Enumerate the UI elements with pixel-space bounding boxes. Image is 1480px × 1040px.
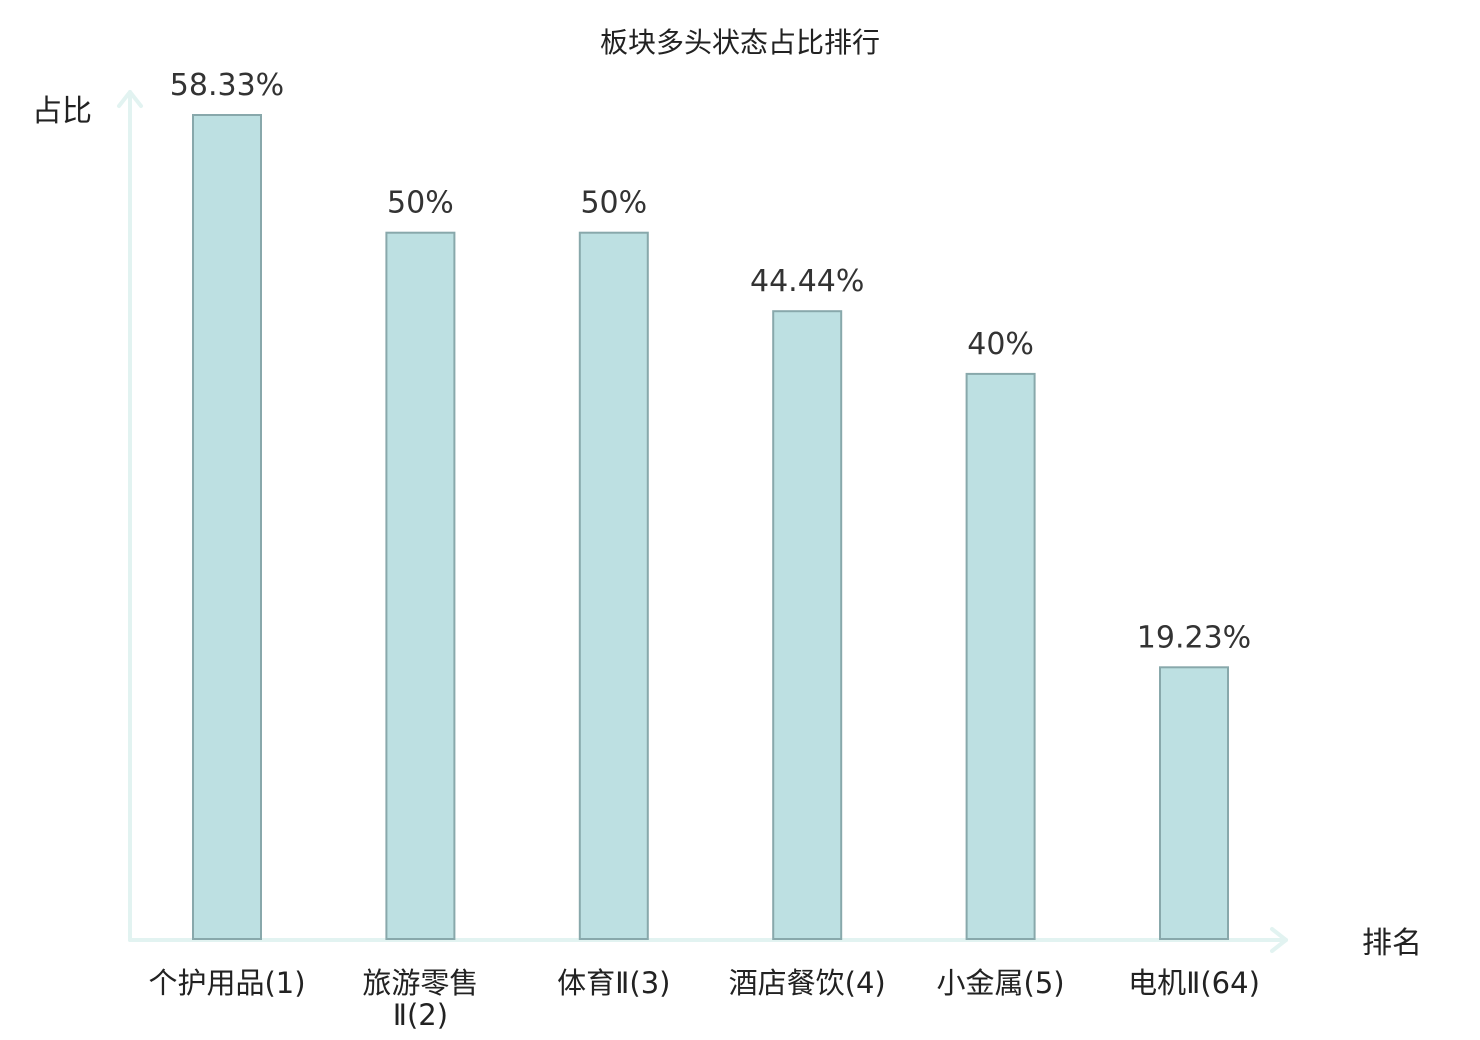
x-axis-arrow-icon	[1270, 927, 1288, 953]
x-tick-label-line: 体育Ⅱ(3)	[557, 966, 670, 1000]
y-axis-arrow-icon	[117, 90, 143, 108]
x-tick-label-line: Ⅱ(2)	[393, 998, 448, 1032]
bar-value-label: 40%	[967, 327, 1034, 362]
x-axis-label: 排名	[1362, 926, 1422, 961]
x-tick-label: 旅游零售 Ⅱ(2)	[362, 966, 478, 1032]
bar	[578, 231, 649, 940]
category-labels: 个护用品(1) 旅游零售 Ⅱ(2) 体育Ⅱ(3) 酒店餐饮(4) 小金属(5) 电机Ⅱ(64…	[148, 966, 1259, 1032]
x-tick-label-line: 旅游零售	[362, 966, 478, 1000]
bar	[385, 231, 456, 940]
x-tick-label-line: 酒店餐饮(4)	[729, 966, 886, 1000]
x-tick-label: 电机Ⅱ(64)	[1128, 966, 1260, 1000]
x-tick-label-line: 小金属(5)	[937, 966, 1065, 1000]
bar-value-label: 50%	[387, 186, 454, 221]
chart-title: 板块多头状态占比排行	[600, 26, 880, 59]
bar-value-label: 44.44%	[750, 264, 864, 299]
axes	[117, 90, 1288, 953]
bar	[1159, 666, 1229, 940]
x-tick-label: 酒店餐饮(4)	[729, 966, 886, 1000]
bar-value-label: 58.33%	[170, 68, 284, 103]
x-tick-label: 个护用品(1)	[148, 966, 305, 1000]
bar-value-label: 50%	[580, 186, 647, 221]
bar	[965, 372, 1036, 940]
bars	[192, 114, 1229, 940]
bar	[772, 310, 843, 940]
x-tick-label: 体育Ⅱ(3)	[557, 966, 670, 1000]
y-axis-label: 占比	[32, 94, 92, 129]
x-tick-label-line: 电机Ⅱ(64)	[1128, 966, 1260, 1000]
bar-value-label: 19.23%	[1137, 620, 1251, 655]
value-labels: 58.33% 50% 50% 44.44% 40% 19.23%	[170, 68, 1251, 655]
x-tick-label: 小金属(5)	[937, 966, 1065, 1000]
x-tick-label-line: 个护用品(1)	[148, 966, 305, 1000]
bar	[192, 114, 262, 940]
